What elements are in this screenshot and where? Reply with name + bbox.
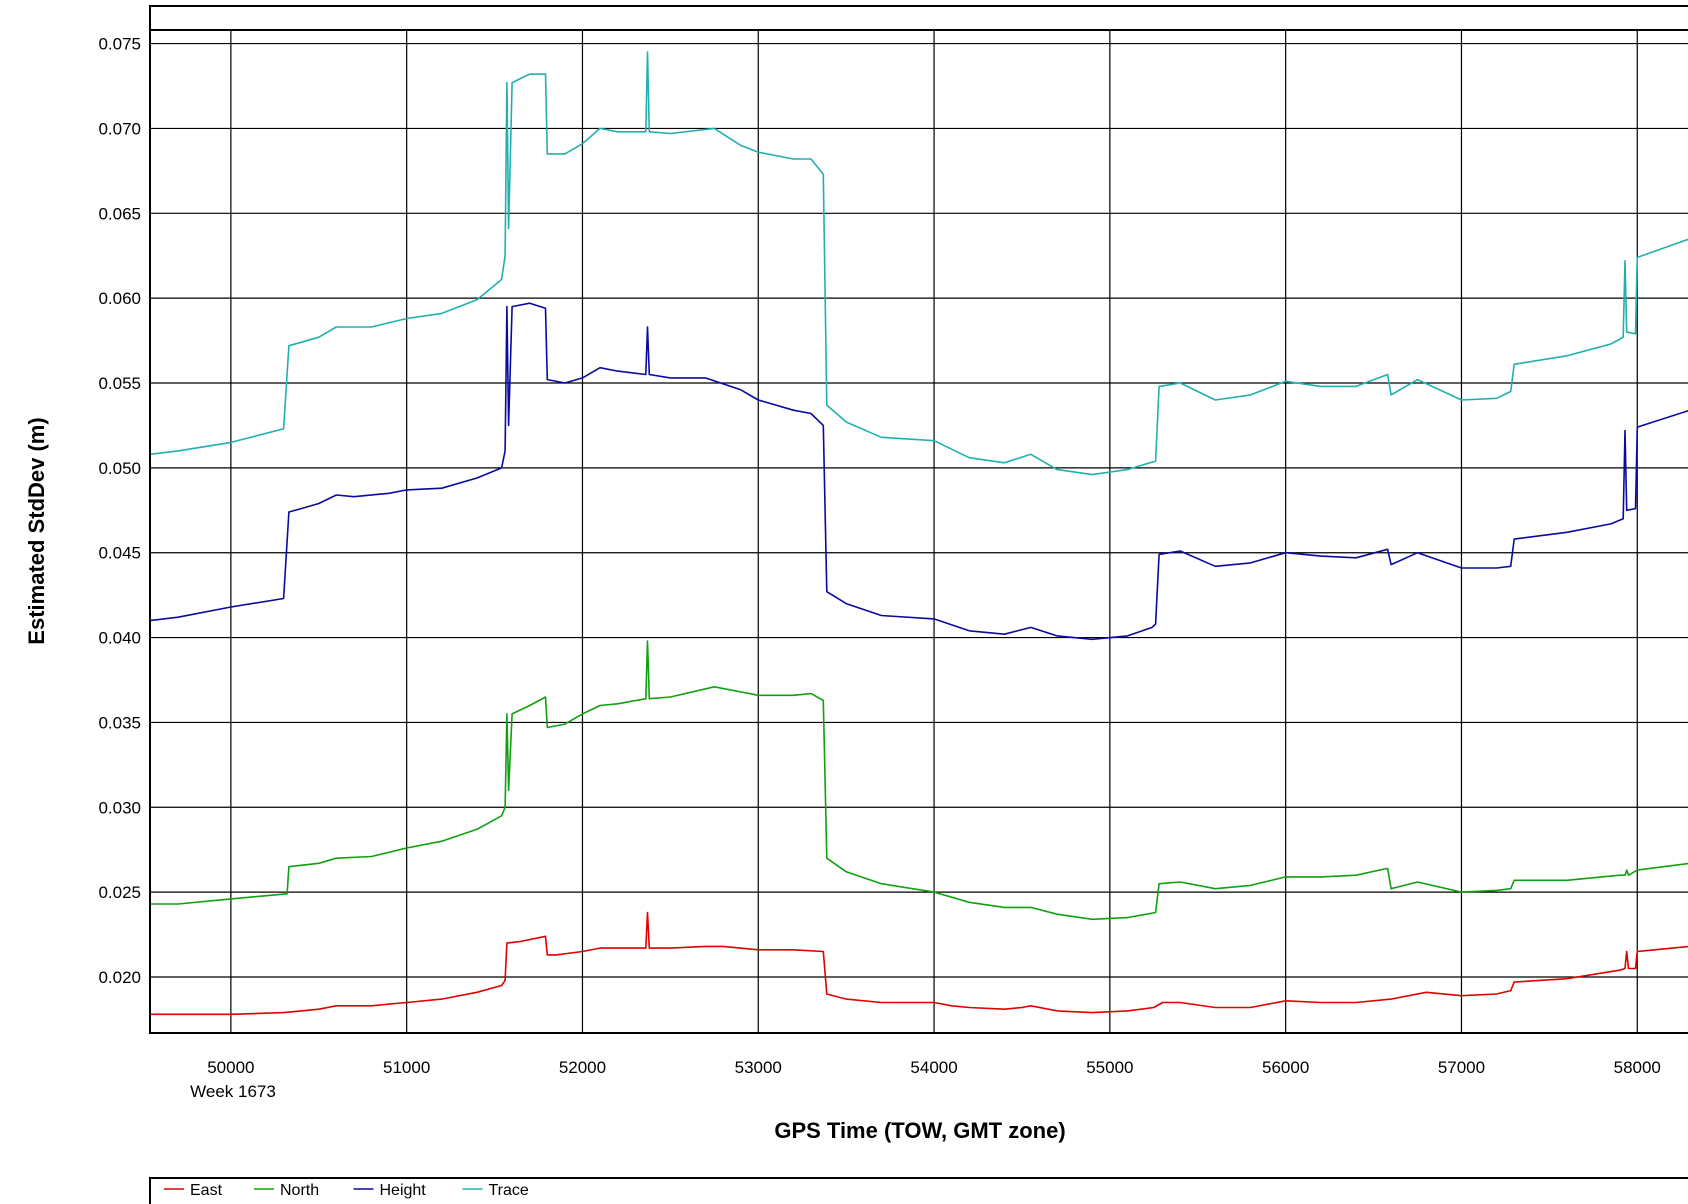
y-tick-label: 0.050 xyxy=(98,459,141,478)
y-tick-label: 0.075 xyxy=(98,35,141,54)
series-line-north xyxy=(150,640,1688,921)
x-tick-label: 56000 xyxy=(1262,1058,1309,1077)
y-tick-label: 0.020 xyxy=(98,968,141,987)
legend-label-north: North xyxy=(280,1182,319,1199)
x-tick-label: 54000 xyxy=(910,1058,957,1077)
legend-label-trace: Trace xyxy=(489,1182,529,1199)
x-tick-label: 52000 xyxy=(559,1058,606,1077)
y-tick-label: 0.035 xyxy=(98,713,141,732)
top-frame xyxy=(149,5,1688,31)
y-tick-label: 0.025 xyxy=(98,883,141,902)
legend-label-height: Height xyxy=(380,1182,427,1199)
x-tick-label: 51000 xyxy=(383,1058,430,1077)
legend-box xyxy=(149,1177,1688,1204)
legend: East North Height Trace xyxy=(164,1182,529,1199)
y-tick-label: 0.065 xyxy=(98,204,141,223)
x-tick-label: 57000 xyxy=(1438,1058,1485,1077)
x-axis-subtitle: Week 1673 xyxy=(190,1082,276,1101)
x-axis-title: GPS Time (TOW, GMT zone) xyxy=(774,1118,1065,1143)
y-tick-label: 0.045 xyxy=(98,544,141,563)
legend-label-east: East xyxy=(190,1182,223,1199)
y-axis-title: Estimated StdDev (m) xyxy=(24,417,49,644)
y-tick-label: 0.030 xyxy=(98,798,141,817)
grid-lines xyxy=(150,30,1688,1033)
series-line-height xyxy=(149,302,1688,641)
series-lines xyxy=(149,51,1688,1016)
x-tick-label: 53000 xyxy=(735,1058,782,1077)
x-tick-label: 50000 xyxy=(207,1058,254,1077)
y-tick-labels: 0.020 0.025 0.030 0.035 0.040 0.045 0.050 0.055… xyxy=(98,35,141,987)
x-tick-label: 55000 xyxy=(1086,1058,1133,1077)
y-tick-label: 0.055 xyxy=(98,374,141,393)
y-tick-label: 0.070 xyxy=(98,119,141,138)
x-tick-label: 58000 xyxy=(1614,1058,1661,1077)
series-line-east xyxy=(150,911,1688,1016)
series-line-trace xyxy=(149,51,1688,476)
y-tick-label: 0.040 xyxy=(98,629,141,648)
plot-frame xyxy=(149,29,1688,1034)
x-tick-labels: 50000 51000 52000 53000 54000 55000 56000 57000… xyxy=(207,1058,1661,1077)
y-tick-label: 0.060 xyxy=(98,289,141,308)
